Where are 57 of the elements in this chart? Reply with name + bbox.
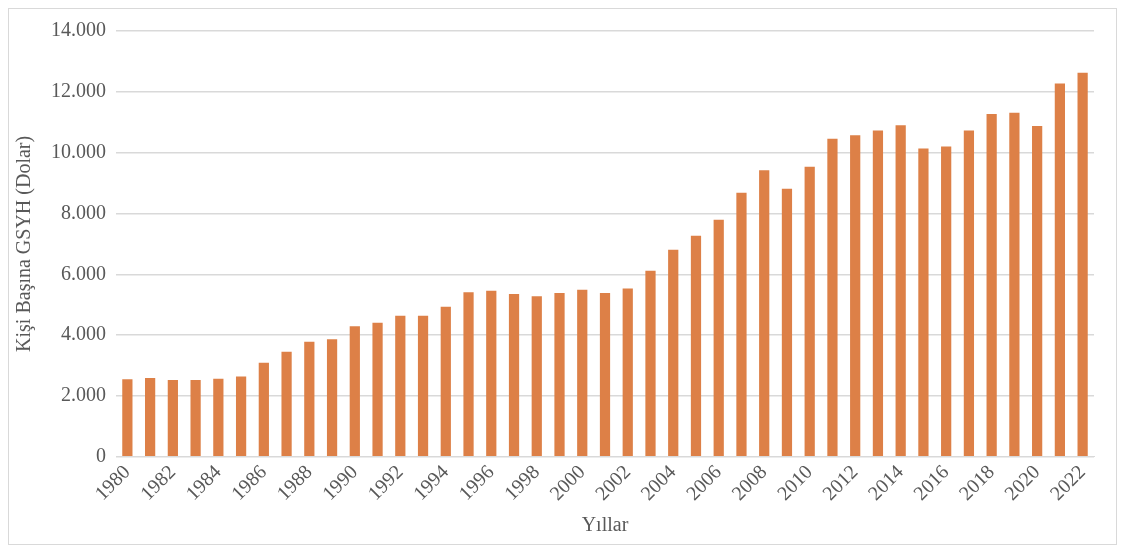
y-tick-label: 2.000 bbox=[61, 383, 106, 406]
bar bbox=[850, 135, 861, 456]
bar bbox=[326, 339, 338, 456]
bar bbox=[577, 289, 588, 456]
y-tick-label: 4.000 bbox=[61, 322, 106, 345]
bar bbox=[736, 192, 747, 456]
bar bbox=[941, 146, 952, 456]
bar bbox=[463, 292, 474, 456]
bar bbox=[827, 138, 838, 456]
bar bbox=[235, 376, 247, 456]
y-tick-label: 6.000 bbox=[61, 261, 106, 284]
bar bbox=[190, 380, 201, 456]
bar bbox=[622, 288, 633, 456]
x-tick-label: 1990 bbox=[317, 460, 362, 505]
bar bbox=[986, 114, 997, 456]
bar bbox=[963, 130, 975, 456]
bar bbox=[531, 296, 542, 456]
bar bbox=[417, 315, 429, 456]
bar bbox=[395, 315, 406, 456]
bar bbox=[804, 166, 815, 456]
bar bbox=[872, 130, 884, 456]
bar bbox=[486, 290, 497, 456]
bar bbox=[145, 377, 156, 456]
bar bbox=[1032, 125, 1043, 456]
bar bbox=[281, 351, 292, 456]
bar bbox=[213, 378, 224, 456]
bar bbox=[122, 379, 133, 456]
bar bbox=[372, 322, 383, 456]
y-tick-label: 12.000 bbox=[51, 79, 106, 102]
bar bbox=[645, 270, 656, 456]
bar bbox=[713, 219, 724, 456]
bar bbox=[304, 341, 315, 456]
bar bbox=[759, 170, 770, 456]
bar bbox=[1009, 112, 1020, 456]
bar bbox=[918, 148, 929, 456]
bar bbox=[668, 249, 679, 456]
bar bbox=[781, 188, 793, 456]
y-tick-label: 0 bbox=[96, 444, 106, 466]
bar bbox=[1054, 83, 1065, 456]
bar bbox=[690, 235, 702, 456]
bar bbox=[508, 294, 520, 456]
y-axis-title: Kişi Başına GSYH (Dolar) bbox=[12, 135, 36, 352]
y-tick-label: 8.000 bbox=[61, 200, 106, 223]
x-tick-label: 1992 bbox=[363, 460, 407, 505]
x-tick-label: 1982 bbox=[135, 460, 180, 505]
bar bbox=[1077, 72, 1088, 456]
bar bbox=[895, 125, 906, 456]
bar bbox=[349, 326, 360, 456]
y-tick-label: 10.000 bbox=[51, 139, 106, 162]
bar bbox=[440, 306, 451, 456]
bar bbox=[554, 292, 565, 456]
bar bbox=[258, 362, 269, 456]
x-axis-title: Yıllar bbox=[581, 513, 629, 536]
bar bbox=[167, 380, 178, 456]
y-tick-label: 14.000 bbox=[51, 18, 106, 41]
x-tick-label: 1988 bbox=[272, 460, 316, 505]
bar bbox=[599, 292, 611, 456]
